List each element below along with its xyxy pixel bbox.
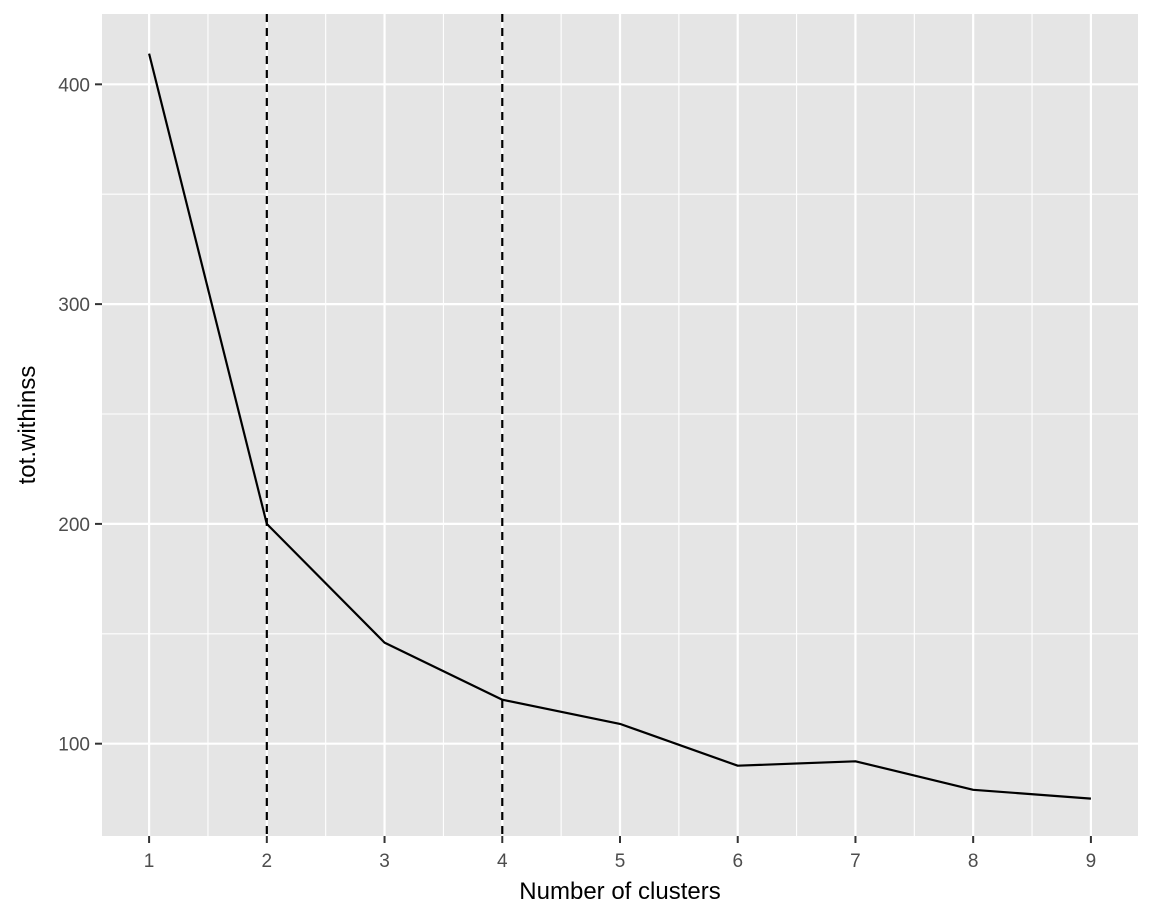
y-tick-label: 400 (58, 75, 90, 96)
x-tick-label: 3 (379, 851, 390, 872)
x-axis-title: Number of clusters (519, 878, 720, 905)
x-tick-label: 5 (615, 851, 626, 872)
x-tick-label: 1 (144, 851, 155, 872)
y-tick-label: 200 (58, 515, 90, 536)
x-tick-label: 9 (1086, 851, 1097, 872)
y-axis-ticks: 100 200 300 400 (58, 75, 102, 756)
y-axis-title: tot.withinss (14, 366, 41, 485)
series-line (148, 53, 1091, 800)
x-tick-label: 2 (262, 851, 273, 872)
reference-lines (265, 14, 504, 836)
x-axis-ticks: 1 2 3 4 5 6 7 8 9 (144, 836, 1096, 872)
y-tick-label: 300 (58, 295, 90, 316)
x-tick-label: 7 (850, 851, 861, 872)
x-tick-label: 6 (732, 851, 743, 872)
x-tick-label: 8 (968, 851, 979, 872)
y-tick-label: 100 (58, 735, 90, 756)
x-tick-label: 4 (497, 851, 508, 872)
